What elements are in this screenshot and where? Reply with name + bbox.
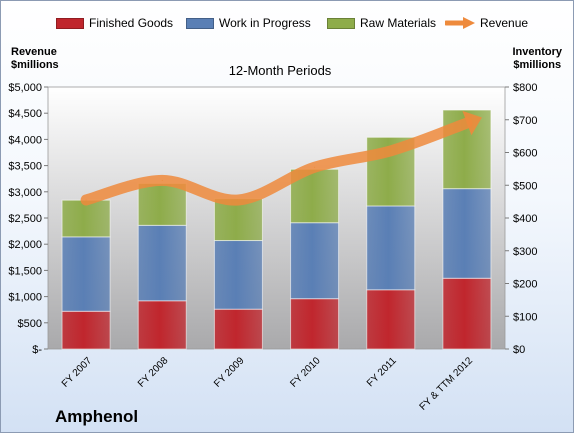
bar-work-in-progress-3 — [290, 222, 340, 300]
left-axis-title: Revenue $millions — [11, 46, 59, 72]
right-axis-tick-label: $600 — [513, 148, 537, 160]
left-axis-tick-label: $- — [32, 344, 42, 356]
bar-work-in-progress-4 — [366, 205, 416, 291]
revenue-point-2 — [237, 199, 239, 201]
bar-finished-goods-2 — [213, 308, 263, 350]
left-axis-title-line2: $millions — [11, 59, 59, 71]
revenue-arrowhead — [462, 110, 482, 136]
revenue-point-1 — [161, 179, 163, 181]
bar-raw-materials-0 — [61, 199, 111, 238]
legend-arrow-icon — [445, 17, 475, 29]
revenue-line — [80, 117, 473, 206]
left-axis-tick-label: $1,000 — [8, 292, 42, 304]
right-axis-tick-label: $0 — [513, 344, 525, 356]
left-axis-tick-label: $500 — [18, 318, 42, 330]
plot-area — [47, 86, 506, 350]
right-axis-tick-label: $800 — [513, 82, 537, 94]
left-axis-tick-label: $2,000 — [8, 239, 42, 251]
legend-label-revenue: Revenue — [480, 16, 529, 30]
bar-work-in-progress-0 — [61, 236, 111, 312]
right-axis-tick-label: $700 — [513, 115, 537, 127]
bar-work-in-progress-2 — [213, 240, 263, 310]
revenue-point-5 — [466, 122, 468, 124]
category-label: FY 2010 — [288, 355, 323, 390]
left-axis-tick-label: $1,500 — [8, 265, 42, 277]
right-axis-title: Inventory $millions — [512, 46, 562, 72]
bar-finished-goods-1 — [137, 300, 187, 350]
company-name: Amphenol — [55, 407, 139, 426]
bar-work-in-progress-5 — [442, 188, 492, 279]
left-axis-tick-label: $4,000 — [8, 134, 42, 146]
bar-raw-materials-1 — [137, 182, 187, 226]
left-axis-tick-label: $3,000 — [8, 187, 42, 199]
bar-raw-materials-2 — [213, 198, 263, 242]
right-axis-tick-label: $300 — [513, 246, 537, 258]
left-axis-tick-label: $3,500 — [8, 161, 42, 173]
bar-work-in-progress-1 — [137, 224, 187, 302]
revenue-point-4 — [390, 150, 392, 152]
chart-title: 12-Month Periods — [228, 63, 332, 78]
category-label: FY 2011 — [365, 355, 399, 389]
left-axis-title-line1: Revenue — [11, 46, 57, 58]
legend-swatch-raw-materials — [327, 17, 355, 29]
legend-label-raw-materials: Raw Materials — [360, 16, 437, 30]
legend-swatch-finished-goods — [56, 17, 84, 29]
category-label: FY 2008 — [136, 355, 171, 390]
legend-swatch-work-in-progress — [186, 17, 214, 29]
bar-finished-goods-3 — [290, 298, 340, 350]
legend-revenue: Revenue — [445, 16, 528, 30]
bar-finished-goods-4 — [366, 289, 416, 350]
right-axis-tick-label: $400 — [513, 213, 537, 225]
revenue-point-0 — [85, 199, 87, 201]
right-axis-tick-label: $200 — [513, 279, 537, 291]
right-axis-tick-label: $100 — [513, 311, 537, 323]
legend-finished-goods: Finished Goods — [56, 16, 173, 30]
left-axis-tick-label: $4,500 — [8, 108, 42, 120]
category-label: FY & TTM 2012 — [418, 355, 476, 413]
bar-finished-goods-5 — [442, 277, 492, 350]
right-axis-tick-label: $500 — [513, 180, 537, 192]
legend-raw-materials: Raw Materials — [327, 16, 436, 30]
left-axis-tick-label: $2,500 — [8, 213, 42, 225]
left-axis-tick-label: $5,000 — [8, 82, 42, 94]
legend-label-work-in-progress: Work in Progress — [219, 16, 311, 30]
legend-work-in-progress: Work in Progress — [186, 16, 311, 30]
revenue-point-3 — [314, 166, 316, 168]
category-label: FY 2009 — [212, 355, 247, 390]
bar-finished-goods-0 — [61, 310, 111, 350]
legend-label-finished-goods: Finished Goods — [89, 16, 174, 30]
right-axis-title-line1: Inventory — [512, 46, 562, 58]
right-axis-title-line2: $millions — [513, 59, 562, 71]
category-label: FY 2007 — [60, 355, 95, 390]
